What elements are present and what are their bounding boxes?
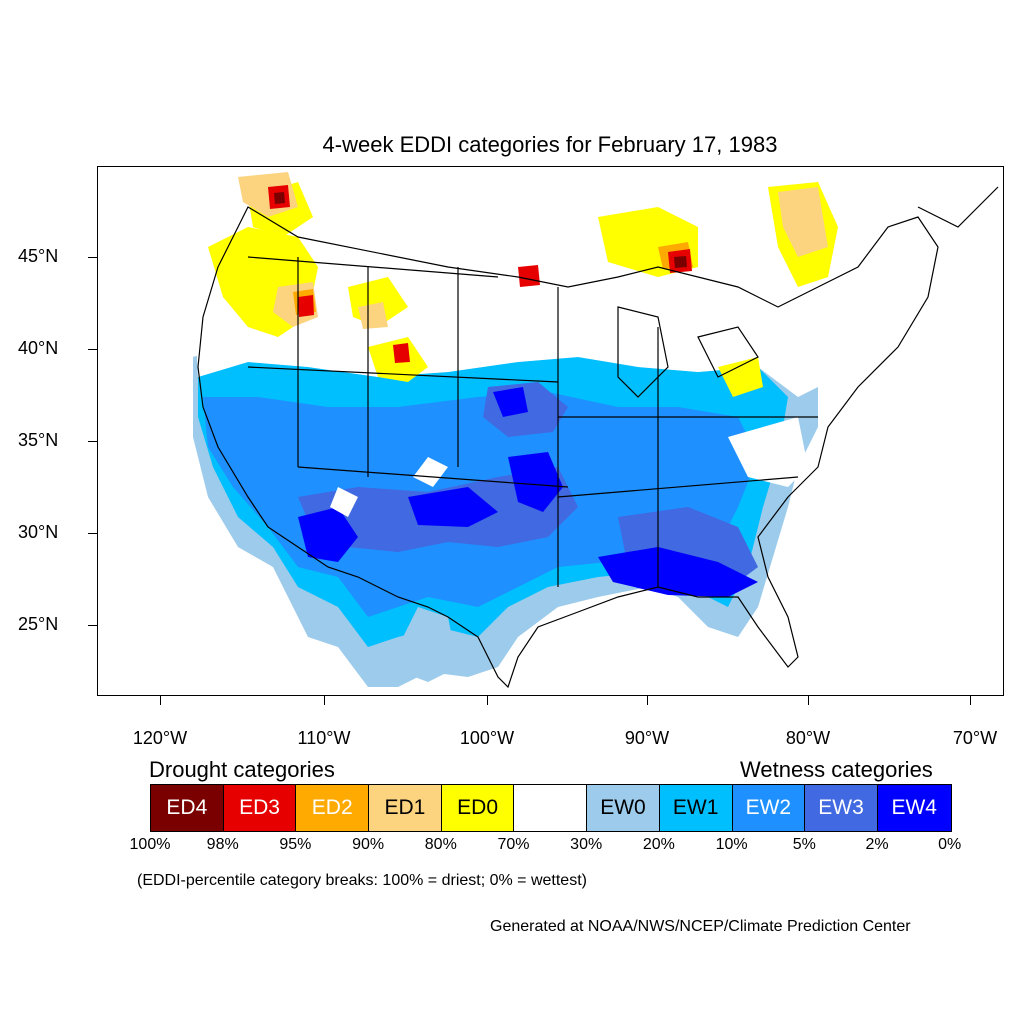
state-line-2 bbox=[247, 366, 559, 383]
eddi-map bbox=[97, 166, 1004, 696]
legend-break-label: 5% bbox=[792, 836, 816, 853]
lat-tick-25 bbox=[88, 625, 97, 626]
legend-break-label: 0% bbox=[938, 836, 962, 853]
lat-label-35: 35°N bbox=[18, 430, 59, 450]
lon-tick-70 bbox=[970, 696, 971, 705]
legend-box-normal bbox=[514, 785, 588, 831]
coast-east bbox=[917, 186, 999, 228]
legend-break-label: 98% bbox=[206, 836, 239, 853]
us-outline bbox=[197, 206, 939, 689]
legend-box-ed2: ED2 bbox=[296, 785, 370, 831]
region-ed4-b bbox=[674, 256, 687, 268]
boundaries bbox=[197, 186, 999, 689]
lon-tick-90 bbox=[647, 696, 648, 705]
lon-tick-120 bbox=[160, 696, 161, 705]
region-ew4-b bbox=[408, 487, 498, 527]
drought-heading: Drought categories bbox=[149, 757, 335, 782]
lon-label-80: 80°W bbox=[785, 728, 831, 748]
region-ew4-e bbox=[493, 387, 528, 417]
region-normal-c bbox=[330, 487, 358, 517]
state-line-1 bbox=[247, 256, 499, 278]
legend-box-ed1: ED1 bbox=[369, 785, 442, 831]
lat-tick-30 bbox=[88, 533, 97, 534]
legend-break-label: 95% bbox=[279, 836, 312, 853]
credit-line: Generated at NOAA/NWS/NCEP/Climate Predi… bbox=[490, 918, 911, 935]
legend-break-label: 90% bbox=[352, 836, 385, 853]
legend-colorbar: ED4 ED3 ED2 ED1 ED0 EW0 EW1 EW2 EW3 EW4 bbox=[150, 784, 952, 832]
lat-tick-35 bbox=[88, 441, 97, 442]
lat-label-25: 25°N bbox=[18, 614, 59, 634]
region-normal-a bbox=[388, 607, 458, 682]
lon-tick-100 bbox=[487, 696, 488, 705]
region-normal-d bbox=[728, 417, 808, 487]
region-ed3-d bbox=[393, 343, 410, 363]
region-ew4-a bbox=[298, 507, 358, 562]
legend-break-label: 70% bbox=[497, 836, 530, 853]
legend-break-label: 100% bbox=[129, 836, 171, 853]
wetness-fill bbox=[193, 327, 818, 687]
region-ew4-d bbox=[598, 547, 758, 597]
region-ed3-e bbox=[518, 265, 540, 287]
lon-label-70: 70°W bbox=[952, 728, 998, 748]
legend-break-label: 80% bbox=[424, 836, 457, 853]
legend-box-ew3: EW3 bbox=[805, 785, 878, 831]
lon-tick-110 bbox=[324, 696, 325, 705]
lat-tick-40 bbox=[88, 349, 97, 350]
lat-label-40: 40°N bbox=[18, 338, 59, 358]
lat-label-45: 45°N bbox=[18, 246, 59, 266]
legend-break-label: 2% bbox=[865, 836, 889, 853]
lon-label-110: 110°W bbox=[297, 728, 351, 748]
region-ew4-c bbox=[508, 452, 563, 512]
legend-box-ed4: ED4 bbox=[151, 785, 224, 831]
legend-box-ed3: ED3 bbox=[223, 785, 297, 831]
lon-label-100: 100°W bbox=[459, 728, 515, 748]
lon-label-90: 90°W bbox=[624, 728, 670, 748]
legend-break-label: 10% bbox=[715, 836, 748, 853]
region-ed0-e bbox=[718, 357, 763, 397]
map-title: 4-week EDDI categories for February 17, … bbox=[322, 132, 778, 157]
lat-label-30: 30°N bbox=[18, 522, 59, 542]
state-line-3 bbox=[297, 466, 569, 488]
great-lakes bbox=[617, 306, 759, 398]
region-ed3-b bbox=[298, 295, 314, 317]
map-canvas bbox=[193, 172, 999, 689]
legend-break-label: 20% bbox=[642, 836, 675, 853]
legend-box-ew1: EW1 bbox=[659, 785, 733, 831]
lon-label-120: 120°W bbox=[132, 728, 188, 748]
legend-box-ew4: EW4 bbox=[877, 785, 951, 831]
lon-tick-80 bbox=[808, 696, 809, 705]
drought-fill bbox=[193, 172, 958, 397]
region-ed4-a bbox=[274, 192, 285, 204]
legend-box-ew0: EW0 bbox=[587, 785, 660, 831]
region-normal-b bbox=[413, 457, 448, 487]
legend-box-ew2: EW2 bbox=[732, 785, 806, 831]
category-note: (EDDI-percentile category breaks: 100% =… bbox=[137, 872, 587, 889]
wetness-heading: Wetness categories bbox=[740, 757, 933, 782]
state-line-10 bbox=[557, 476, 799, 498]
region-ed1-b bbox=[778, 187, 828, 257]
lat-tick-45 bbox=[88, 257, 97, 258]
legend-break-label: 30% bbox=[570, 836, 603, 853]
legend-box-ed0: ED0 bbox=[441, 785, 515, 831]
region-ed1-d bbox=[358, 302, 388, 329]
